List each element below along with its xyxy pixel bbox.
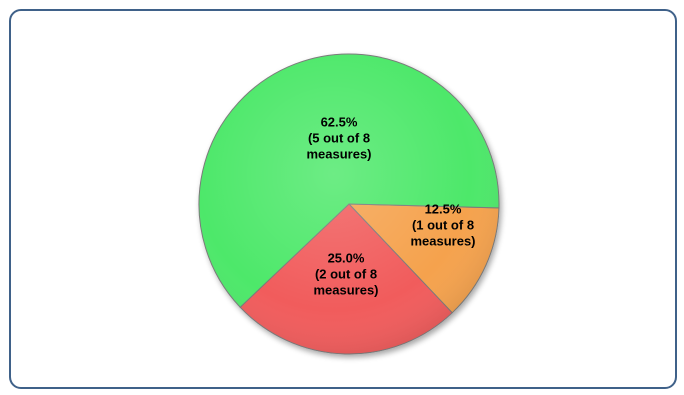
slice-12-5-label-line: (1 out of 8 bbox=[412, 217, 474, 232]
slice-62-5-label-line: measures) bbox=[306, 146, 371, 161]
slice-25-0-label: 25.0% (2 out of 8 measures) bbox=[313, 250, 378, 297]
slice-12-5-label: 12.5% (1 out of 8 measures) bbox=[410, 201, 475, 248]
slice-25-0-label-line: 25.0% bbox=[328, 250, 365, 265]
slice-62-5-label-line: 62.5% bbox=[321, 114, 358, 129]
slice-62-5-label: 62.5% (5 out of 8 measures) bbox=[306, 114, 371, 161]
slice-25-0-label-line: measures) bbox=[313, 282, 378, 297]
slice-62-5-label-line: (5 out of 8 bbox=[308, 130, 370, 145]
slice-12-5-label-line: 12.5% bbox=[425, 201, 462, 216]
slice-12-5-label-line: measures) bbox=[410, 233, 475, 248]
slice-25-0-label-line: (2 out of 8 bbox=[315, 266, 377, 281]
